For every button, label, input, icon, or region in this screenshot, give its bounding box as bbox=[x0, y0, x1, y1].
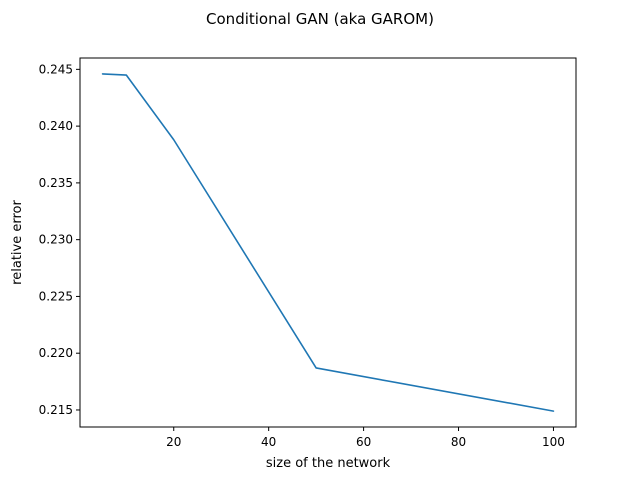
series-line bbox=[101, 73, 555, 412]
axes-frame bbox=[79, 57, 577, 428]
y-tick-label: 0.220 bbox=[39, 346, 73, 360]
y-tick-label: 0.225 bbox=[39, 289, 73, 303]
x-axis-label: size of the network bbox=[266, 456, 391, 471]
y-axis-ticks: 0.215 0.220 0.225 0.230 0.235 0.240 0.245 bbox=[39, 62, 80, 417]
x-tick-label: 40 bbox=[261, 435, 276, 449]
y-tick-label: 0.235 bbox=[39, 176, 73, 190]
x-axis-ticks: 20 40 60 80 100 bbox=[166, 427, 565, 449]
x-tick-label: 20 bbox=[166, 435, 181, 449]
series-layer bbox=[101, 73, 555, 412]
x-tick-label: 60 bbox=[356, 435, 371, 449]
x-tick-label: 80 bbox=[451, 435, 466, 449]
y-axis-label: relative error bbox=[10, 200, 25, 285]
x-tick-label: 100 bbox=[542, 435, 565, 449]
chart-title: Conditional GAN (aka GAROM) bbox=[206, 10, 434, 28]
y-tick-label: 0.240 bbox=[39, 119, 73, 133]
y-tick-label: 0.215 bbox=[39, 403, 73, 417]
y-tick-label: 0.230 bbox=[39, 233, 73, 247]
y-tick-label: 0.245 bbox=[39, 62, 73, 76]
